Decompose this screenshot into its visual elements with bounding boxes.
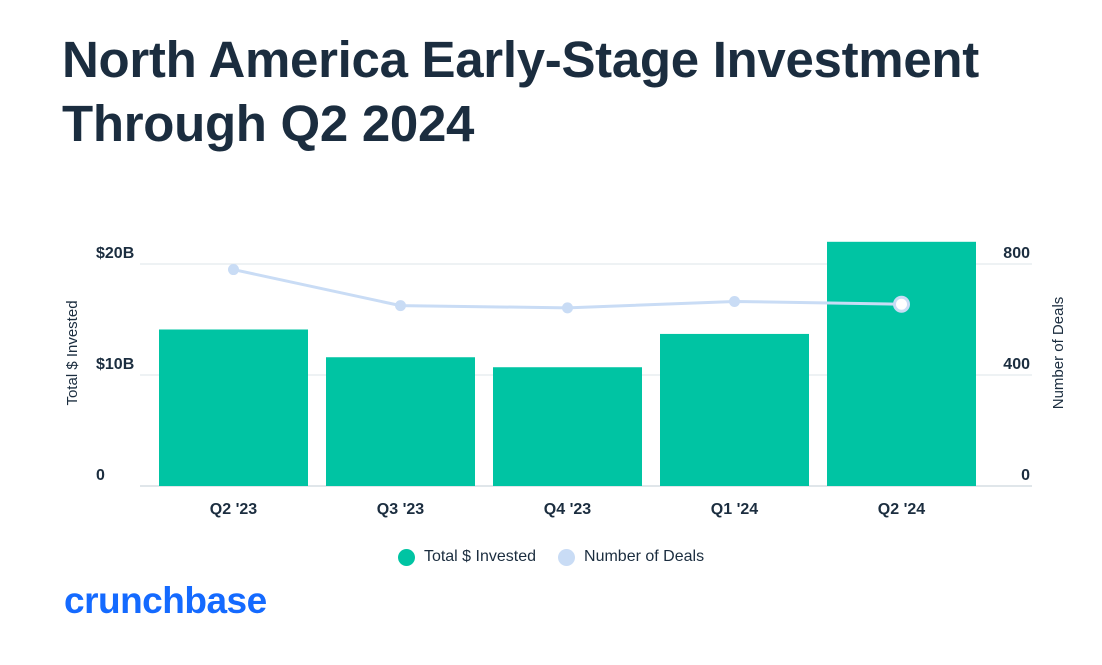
left-tick-label: 0 <box>96 467 105 484</box>
right-axis-title: Number of Deals <box>1050 297 1067 410</box>
left-tick-label: $10B <box>96 356 134 373</box>
bar-3 <box>660 333 809 486</box>
bar-4 <box>827 241 976 486</box>
chart-title-line-1: North America Early-Stage Investment <box>62 31 979 88</box>
deals-point-2 <box>562 302 573 314</box>
deals-line <box>232 268 903 310</box>
x-tick-label: Q1 '24 <box>711 501 758 518</box>
deals-point-1 <box>395 300 406 312</box>
legend-label-total-invested: Total $ Invested <box>423 548 537 565</box>
deals-point-0 <box>228 264 239 276</box>
crunchbase-logo: crunchbase <box>64 580 267 621</box>
x-tick-label: Q4 '23 <box>544 501 591 518</box>
legend-label-number-of-deals: Number of Deals <box>584 548 705 565</box>
legend-item-number-of-deals: Number of Deals <box>558 548 704 566</box>
bar-2 <box>493 367 642 486</box>
legend-swatch-number-of-deals <box>558 548 576 566</box>
bar-1 <box>326 357 475 486</box>
left-axis-title: Total $ Invested <box>64 300 81 405</box>
legend-item-total-invested: Total $ Invested <box>397 548 537 566</box>
deals-point-4 <box>893 295 910 313</box>
bar-0 <box>159 329 308 486</box>
deals-point-3 <box>729 295 740 307</box>
chart-title: North America Early-Stage Investment Thr… <box>62 28 1062 156</box>
legend-swatch-total-invested <box>397 548 415 566</box>
right-tick-label: 0 <box>1021 467 1030 484</box>
right-tick-label: 400 <box>1003 356 1030 373</box>
left-tick-label: $20B <box>96 245 134 262</box>
right-tick-label: 800 <box>1003 245 1030 262</box>
x-tick-label: Q3 '23 <box>377 501 424 518</box>
x-tick-label: Q2 '23 <box>210 501 257 518</box>
chart-legend: Total $ Invested Number of Deals <box>0 548 1102 566</box>
x-tick-label: Q2 '24 <box>878 501 925 518</box>
chart-title-line-2: Through Q2 2024 <box>62 95 475 152</box>
